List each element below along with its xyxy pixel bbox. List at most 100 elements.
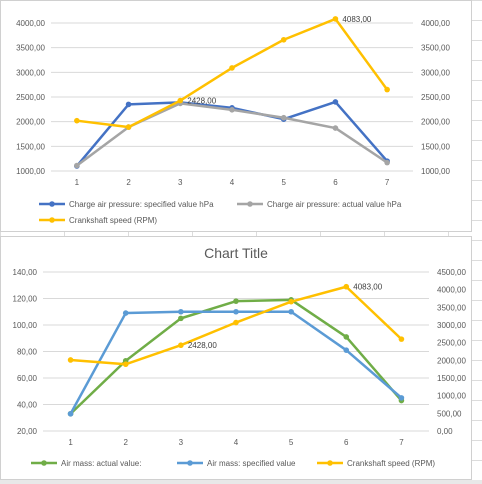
y-left-tick-label: 4000,00 <box>16 19 45 28</box>
data-point <box>280 36 287 43</box>
y-right-tick-label: 2000,00 <box>437 356 466 365</box>
x-tick-label: 7 <box>399 438 404 447</box>
legend-item: Charge air pressure: specified value hPa <box>39 200 214 209</box>
chart-charge-air-pressure[interactable]: 1000,00 1500,00 2000,00 2500,00 3000,00 3500,… <box>0 0 472 232</box>
y-left-tick-label: 2500,00 <box>16 93 45 102</box>
legend-swatch-marker <box>327 460 333 466</box>
y-left-tick-label: 3000,00 <box>16 68 45 77</box>
y-right-tick-label: 500,00 <box>437 409 462 418</box>
y-left-tick-label: 3500,00 <box>16 44 45 53</box>
x-tick-label: 2 <box>126 178 131 187</box>
x-tick-label: 6 <box>344 438 349 447</box>
y-left-tick-label: 1500,00 <box>16 142 45 151</box>
legend-item: Air mass: actual value: <box>31 459 141 468</box>
y-right-tick-label: 1500,00 <box>437 374 466 383</box>
data-point <box>229 65 235 71</box>
data-point <box>288 298 294 305</box>
y-right-tick-label: 0,00 <box>437 427 453 436</box>
data-point <box>178 308 184 315</box>
data-label: 2428,00 <box>187 97 216 106</box>
data-point <box>384 86 390 93</box>
x-tick-label: 1 <box>75 178 80 187</box>
legend-swatch-marker <box>49 201 55 207</box>
data-point <box>178 315 184 322</box>
data-point <box>384 159 390 166</box>
legend-item: Crankshaft speed (RPM) <box>317 459 435 468</box>
x-tick-label: 6 <box>333 178 338 187</box>
y-left-tick-label: 20,00 <box>17 427 38 436</box>
data-point <box>177 97 184 104</box>
data-point <box>233 319 239 326</box>
data-point <box>332 99 339 105</box>
data-point <box>122 310 129 316</box>
y-left-tick-label: 60,00 <box>17 374 38 383</box>
legend-swatch-marker <box>247 201 253 207</box>
y-left-tick-label: 40,00 <box>17 401 38 410</box>
data-point <box>67 357 74 363</box>
x-tick-label: 7 <box>385 178 390 187</box>
x-tick-label: 3 <box>179 438 184 447</box>
legend-item: Crankshaft speed (RPM) <box>39 216 157 225</box>
y-right-tick-label: 2500,00 <box>437 339 466 348</box>
legend-label: Air mass: actual value: <box>61 459 141 468</box>
y-right-tick-label: 1500,00 <box>421 142 450 151</box>
data-point <box>122 361 129 368</box>
data-point <box>125 101 132 108</box>
y-right-tick-label: 4000,00 <box>421 19 450 28</box>
data-label: 2428,00 <box>188 341 217 350</box>
data-point <box>398 336 405 342</box>
x-tick-label: 4 <box>230 178 235 187</box>
x-tick-label: 2 <box>123 438 128 447</box>
y-right-tick-label: 4500,00 <box>437 268 466 277</box>
chart-2-svg: Chart Title20,0040,0060,0080,00100,00120… <box>13 245 467 468</box>
data-point <box>67 410 74 417</box>
x-tick-label: 3 <box>178 178 183 187</box>
y-right-tick-label: 1000,00 <box>421 167 450 176</box>
data-point <box>125 124 132 130</box>
y-left-tick-label: 2000,00 <box>16 118 45 127</box>
y-left-tick-label: 80,00 <box>17 348 38 357</box>
data-point <box>332 16 339 22</box>
x-tick-label: 4 <box>234 438 239 447</box>
legend-label: Air mass: specified value <box>207 459 296 468</box>
y-left-tick-label: 140,00 <box>13 268 38 277</box>
data-point <box>178 342 184 349</box>
x-tick-label: 1 <box>68 438 73 447</box>
data-point <box>229 107 235 113</box>
legend-swatch-marker <box>187 460 193 466</box>
legend-label: Crankshaft speed (RPM) <box>69 216 157 225</box>
y-right-tick-label: 1000,00 <box>437 392 466 401</box>
x-tick-label: 5 <box>281 178 286 187</box>
data-label: 4083,00 <box>353 283 382 292</box>
y-right-tick-label: 2000,00 <box>421 118 450 127</box>
chart-title: Chart Title <box>204 245 268 261</box>
y-left-tick-label: 120,00 <box>13 295 38 304</box>
y-right-tick-label: 3500,00 <box>421 44 450 53</box>
data-point <box>343 347 350 353</box>
series-line-1 <box>69 298 403 415</box>
data-point <box>288 308 294 315</box>
series-line-2 <box>76 102 388 167</box>
data-point <box>343 334 350 340</box>
data-point <box>74 162 80 169</box>
chart-1-svg: 1000,00 1500,00 2000,00 2500,00 3000,00 3500,… <box>16 15 450 225</box>
legend-swatch-marker <box>49 217 55 223</box>
data-point <box>280 114 287 121</box>
data-label: 4083,00 <box>342 15 371 24</box>
chart-air-mass[interactable]: Chart Title 20,00 40,00 60,00 80,00 100,00 120… <box>0 236 472 480</box>
y-right-tick-label: 3000,00 <box>437 321 466 330</box>
legend-item: Air mass: specified value <box>177 459 296 468</box>
y-left-tick-label: 100,00 <box>13 321 38 330</box>
legend-label: Crankshaft speed (RPM) <box>347 459 435 468</box>
legend-item: Charge air pressure: actual value hPa <box>237 200 402 209</box>
data-point <box>398 395 405 401</box>
legend-swatch-marker <box>41 460 47 466</box>
y-right-tick-label: 3500,00 <box>437 303 466 312</box>
legend-label: Charge air pressure: actual value hPa <box>267 200 402 209</box>
y-right-tick-label: 3000,00 <box>421 68 450 77</box>
x-tick-label: 5 <box>289 438 294 447</box>
data-point <box>233 308 239 315</box>
data-point <box>233 298 239 304</box>
y-right-tick-label: 2500,00 <box>421 93 450 102</box>
legend-label: Charge air pressure: specified value hPa <box>69 200 214 209</box>
